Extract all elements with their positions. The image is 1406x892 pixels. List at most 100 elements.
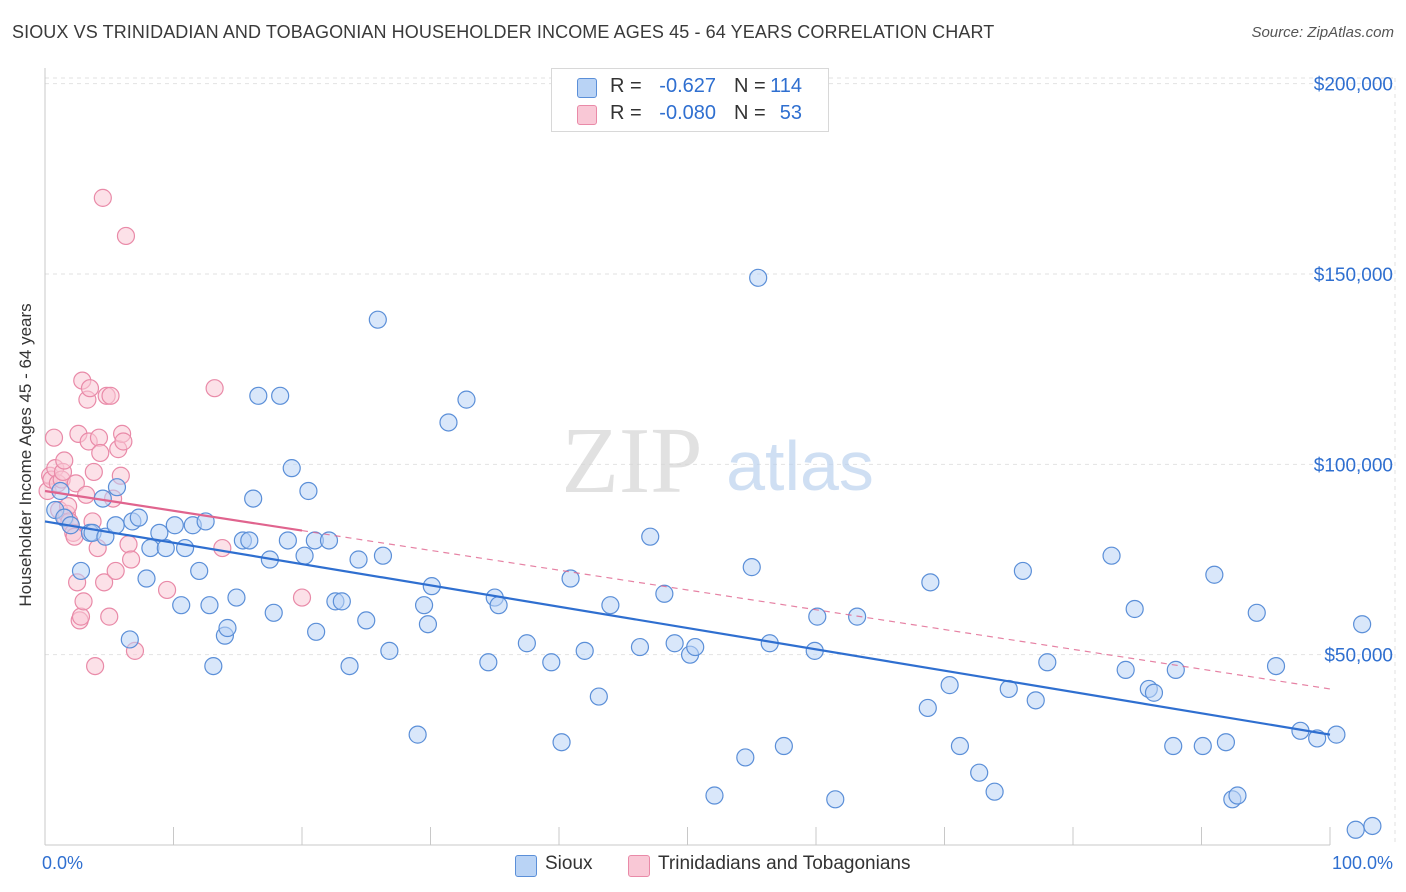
point-trinidadians [292, 588, 312, 607]
series-sioux-points [46, 268, 1382, 839]
trend-line-trinidadians-solid [44, 489, 303, 532]
legend-row-trinidadians: R = -0.080 N = 53 [552, 101, 828, 127]
r-label: R = [610, 102, 642, 124]
tick-labels: $50,000 $100,000 $150,000 $200,000 0.0% 100.0… [42, 75, 1393, 873]
point-sioux [1353, 615, 1372, 634]
point-sioux [950, 736, 970, 756]
point-trinidadians [106, 561, 125, 581]
point-trinidadians [101, 386, 120, 405]
point-sioux [1363, 816, 1382, 836]
point-sioux [295, 546, 314, 565]
point-sioux [156, 538, 175, 558]
point-sioux [489, 596, 508, 615]
point-trinidadians [157, 580, 177, 600]
point-sioux [137, 569, 156, 588]
point-trinidadians [95, 573, 114, 592]
trinidadians-swatch [577, 105, 597, 125]
point-sioux [218, 618, 237, 638]
point-sioux [264, 603, 283, 622]
point-sioux [705, 786, 724, 805]
point-sioux [349, 550, 368, 569]
point-trinidadians [44, 428, 64, 447]
n-value: 53 [779, 102, 802, 124]
legend-label-trinidadians: Trinidadians and Tobagonians [658, 853, 911, 874]
point-sioux [1102, 546, 1121, 565]
point-sioux [368, 310, 387, 329]
point-trinidadians [121, 550, 141, 569]
point-sioux [749, 268, 768, 287]
point-sioux [985, 782, 1004, 801]
correlation-legend: R = -0.627 N = 114 R = -0.080 N = 53 [551, 68, 829, 132]
r-label: R = [610, 75, 642, 97]
point-sioux [630, 637, 650, 657]
series-legend: Sioux Trinidadians and Tobagonians [0, 852, 1406, 878]
axes [44, 68, 1331, 846]
x-tick-label-min: 0.0% [42, 853, 83, 873]
y-axis-label: Householder Income Ages 45 - 64 years [16, 303, 35, 607]
point-trinidadians [93, 188, 112, 207]
point-sioux [808, 607, 827, 626]
point-sioux [1346, 820, 1365, 839]
trend-lines [44, 489, 1331, 736]
trend-line-trinidadians-dashed [301, 529, 1331, 690]
point-sioux [307, 622, 326, 641]
point-sioux [940, 676, 959, 695]
point-sioux [299, 481, 318, 501]
point-sioux [1327, 725, 1346, 744]
point-sioux [665, 634, 684, 653]
point-sioux [204, 656, 223, 676]
point-trinidadians [116, 226, 136, 246]
point-sioux [736, 748, 755, 767]
legend-row-sioux: R = -0.627 N = 114 [552, 74, 828, 100]
point-sioux [418, 615, 438, 634]
point-sioux [655, 584, 674, 603]
point-trinidadians [213, 538, 232, 558]
point-sioux [552, 733, 571, 752]
point-sioux [271, 386, 290, 405]
point-sioux [249, 386, 268, 405]
point-sioux [1166, 660, 1185, 679]
point-trinidadians [89, 428, 109, 447]
point-sioux [742, 558, 761, 577]
point-trinidadians [71, 607, 91, 626]
point-trinidadians [74, 592, 93, 611]
point-sioux [439, 413, 458, 432]
point-trinidadians [114, 432, 133, 451]
point-sioux [457, 390, 476, 409]
point-sioux [1013, 561, 1032, 581]
point-sioux [129, 508, 148, 527]
chart-title: SIOUX VS TRINIDADIAN AND TOBAGONIAN HOUS… [12, 22, 995, 42]
source-label: Source: ZipAtlas.com [1251, 24, 1394, 41]
point-sioux [357, 611, 376, 630]
x-tick-label-max: 100.0% [1332, 853, 1393, 873]
point-trinidadians [100, 607, 119, 626]
point-sioux [601, 596, 620, 615]
point-sioux [561, 569, 580, 588]
point-trinidadians [66, 474, 85, 493]
point-sioux [1247, 603, 1266, 622]
point-sioux [408, 725, 427, 744]
point-sioux [1125, 599, 1144, 619]
point-sioux [542, 653, 561, 672]
sioux-swatch [515, 855, 537, 877]
point-sioux [774, 736, 793, 756]
point-sioux [1193, 736, 1212, 756]
point-sioux [51, 481, 70, 501]
point-trinidadians [119, 535, 138, 554]
n-label: N = [734, 75, 766, 97]
point-sioux [1228, 786, 1247, 805]
point-sioux [380, 641, 399, 660]
point-trinidadians [86, 656, 105, 676]
point-sioux [373, 546, 393, 565]
r-value: -0.080 [659, 102, 716, 124]
point-sioux [200, 596, 219, 615]
point-sioux [1038, 653, 1057, 672]
legend-label-sioux: Sioux [545, 853, 593, 874]
trinidadians-swatch [628, 855, 650, 877]
point-sioux [332, 592, 351, 611]
n-value: 114 [770, 75, 802, 97]
sioux-swatch [577, 78, 597, 98]
point-sioux [1026, 691, 1045, 710]
trend-line-sioux [44, 520, 1331, 736]
